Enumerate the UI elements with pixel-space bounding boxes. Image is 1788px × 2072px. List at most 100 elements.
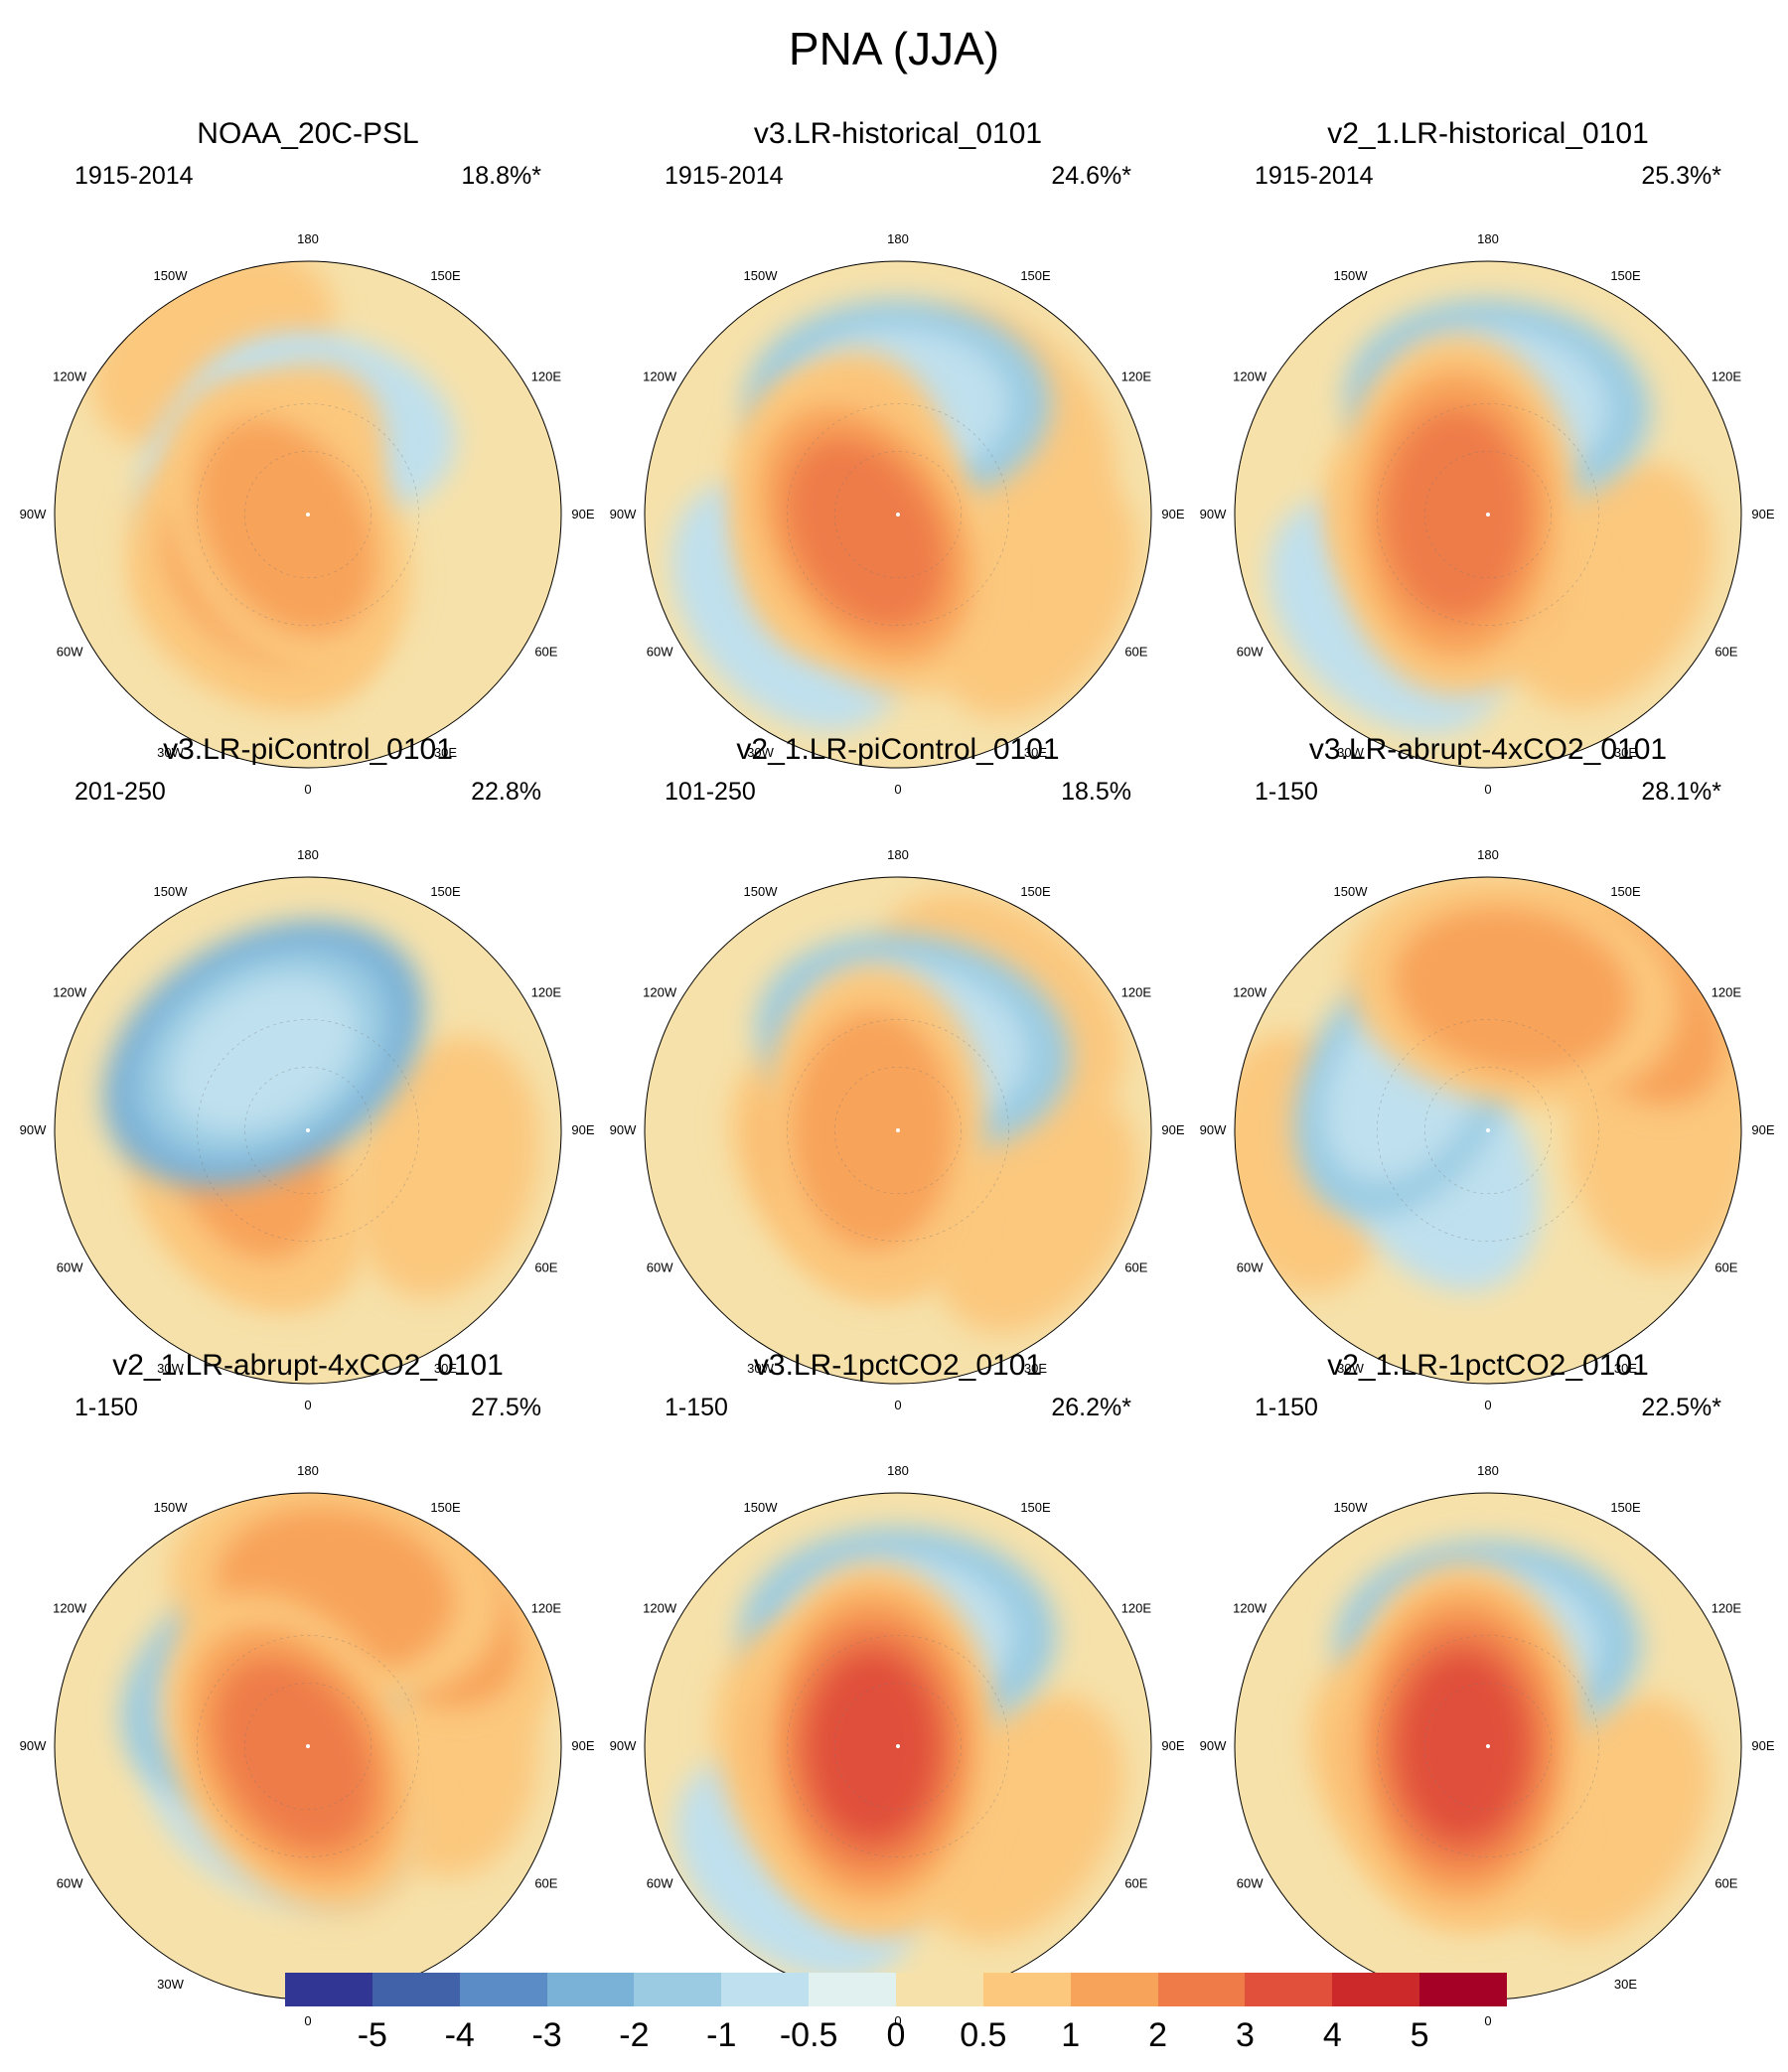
colorbar-segment xyxy=(1070,1973,1159,2006)
longitude-label: 150W xyxy=(744,268,779,283)
anomaly-contour xyxy=(786,438,945,629)
colorbar-tick-label: 4 xyxy=(1322,2016,1342,2054)
map-panel: v3.LR-1pctCO2_0101 1-150 26.2%* 180 150E 120E… xyxy=(610,1349,1186,2028)
longitude-label: 120W xyxy=(643,1601,677,1616)
colorbar-tick-label: 2 xyxy=(1148,2016,1168,2054)
longitude-label: 150W xyxy=(154,884,189,899)
anomaly-contour xyxy=(1384,408,1529,621)
anomaly-contour xyxy=(1398,1652,1528,1841)
colorbar-segment xyxy=(1332,1973,1420,2006)
panel-variance: 22.8% xyxy=(471,778,541,806)
colorbar-segment xyxy=(285,1973,373,2006)
longitude-label: 180 xyxy=(887,847,909,862)
map-panel: v2_1.LR-piControl_0101 101-250 18.5% 180 150… xyxy=(610,733,1186,1412)
longitude-label: 150W xyxy=(1334,268,1369,283)
longitude-label: 0 xyxy=(304,2013,311,2028)
colorbar-segment xyxy=(546,1973,635,2006)
longitude-label: 60W xyxy=(1237,645,1264,660)
longitude-label: 150W xyxy=(154,268,189,283)
north-pole-marker xyxy=(1486,1128,1490,1132)
longitude-label: 30E xyxy=(434,1361,457,1376)
longitude-label: 60W xyxy=(1237,1260,1264,1275)
longitude-label: 180 xyxy=(297,231,319,246)
latitude-circle xyxy=(833,1682,963,1811)
anomaly-contour xyxy=(791,1010,955,1251)
colorbar-tick-label: -4 xyxy=(444,2016,475,2054)
longitude-label: 90E xyxy=(1161,1122,1184,1137)
colorbar-segment xyxy=(1157,1973,1246,2006)
longitude-label: 120W xyxy=(643,985,677,1000)
panel-period: 1915-2014 xyxy=(74,162,194,190)
north-pole-marker xyxy=(306,513,310,517)
longitude-label: 150W xyxy=(744,1500,779,1515)
map-panel: v3.LR-historical_0101 1915-2014 24.6%* 180 1… xyxy=(610,117,1186,797)
latitude-circle xyxy=(1423,1066,1553,1195)
longitude-label: 0 xyxy=(304,1398,311,1412)
colorbar-segment xyxy=(721,1973,810,2006)
colorbar-segment xyxy=(896,1973,984,2006)
longitude-label: 30W xyxy=(157,1977,184,1992)
longitude-label: 30E xyxy=(1614,1361,1637,1376)
latitude-circle xyxy=(787,403,1009,626)
longitude-label: 150E xyxy=(1610,1500,1641,1515)
panel-period: 1915-2014 xyxy=(665,162,784,190)
longitude-label: 180 xyxy=(887,1463,909,1478)
colorbar-tick-label: 0 xyxy=(886,2016,906,2054)
longitude-label: 120W xyxy=(1233,370,1267,384)
colorbar-segment xyxy=(459,1973,548,2006)
colorbar-segment xyxy=(1419,1973,1508,2006)
latitude-circle xyxy=(243,1066,372,1195)
anomaly-contour xyxy=(1394,907,1632,1074)
longitude-label: 90E xyxy=(1161,1738,1184,1753)
latitude-circle xyxy=(1377,403,1599,626)
longitude-label: 30W xyxy=(747,745,774,760)
longitude-label: 0 xyxy=(894,782,901,797)
panel-period: 201-250 xyxy=(74,778,166,806)
longitude-label: 60E xyxy=(1714,645,1737,660)
colorbar-segment xyxy=(809,1973,897,2006)
longitude-label: 120E xyxy=(1712,1601,1742,1616)
colorbar-tick-label: -1 xyxy=(706,2016,737,2054)
longitude-label: 120E xyxy=(1712,370,1742,384)
colorbar-tick-label: -2 xyxy=(619,2016,650,2054)
longitude-label: 150E xyxy=(430,884,461,899)
latitude-circle xyxy=(197,1635,419,1857)
longitude-label: 90E xyxy=(571,507,594,521)
panel-title: v2_1.LR-historical_0101 xyxy=(1327,117,1649,150)
panel-variance: 18.5% xyxy=(1061,778,1131,806)
map-panel: v2_1.LR-abrupt-4xCO2_0101 1-150 27.5% 180 15… xyxy=(20,1349,596,2028)
panel-period: 1915-2014 xyxy=(1255,162,1374,190)
figure-title: PNA (JJA) xyxy=(788,23,1000,74)
map-boundary xyxy=(1234,876,1742,1385)
colorbar-tick-label: 1 xyxy=(1061,2016,1081,2054)
panel-title: v2_1.LR-abrupt-4xCO2_0101 xyxy=(112,1349,504,1382)
panel-title: v2_1.LR-piControl_0101 xyxy=(736,733,1060,766)
longitude-label: 30E xyxy=(434,745,457,760)
north-pole-marker xyxy=(896,1744,900,1748)
longitude-label: 90W xyxy=(610,507,637,521)
longitude-label: 30E xyxy=(1614,745,1637,760)
map-boundary xyxy=(54,876,562,1385)
longitude-label: 60W xyxy=(647,645,673,660)
latitude-circle xyxy=(197,403,419,626)
longitude-label: 150E xyxy=(1020,1500,1051,1515)
longitude-label: 90E xyxy=(1751,1122,1774,1137)
latitude-circle xyxy=(243,1682,372,1811)
map-boundary xyxy=(1234,260,1742,769)
longitude-label: 90W xyxy=(1200,507,1227,521)
colorbar-tick-label: 3 xyxy=(1235,2016,1255,2054)
longitude-label: 90E xyxy=(1161,507,1184,521)
longitude-label: 60W xyxy=(57,645,83,660)
colorbar-segment xyxy=(372,1973,461,2006)
longitude-label: 60W xyxy=(57,1876,83,1891)
map-panel: v3.LR-piControl_0101 201-250 22.8% 180 150E 1… xyxy=(20,733,596,1412)
panel-variance: 22.5%* xyxy=(1641,1394,1721,1421)
anomaly-contour xyxy=(351,1036,540,1299)
longitude-label: 120E xyxy=(1121,985,1152,1000)
panel-title: v3.LR-1pctCO2_0101 xyxy=(753,1349,1043,1382)
longitude-label: 90W xyxy=(1200,1738,1227,1753)
